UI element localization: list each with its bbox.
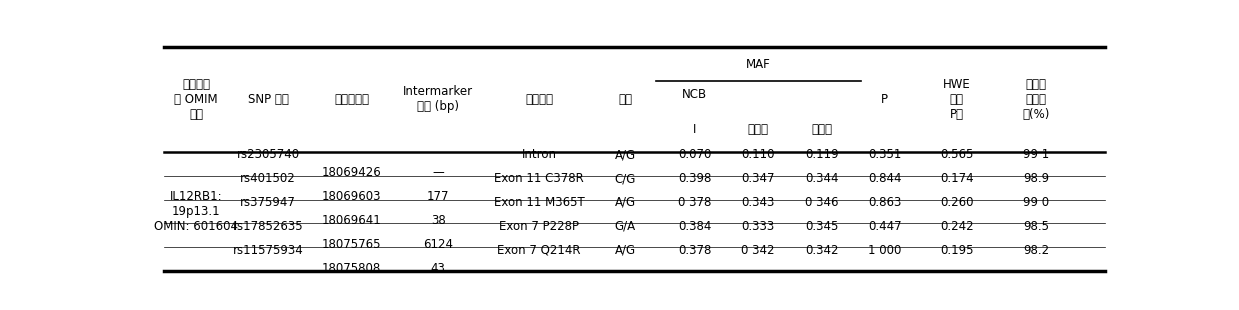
Text: 基因定位: 基因定位 [525, 93, 553, 106]
Text: 0.565: 0.565 [940, 148, 974, 161]
Text: Exon 11 M365T: Exon 11 M365T [493, 196, 585, 209]
Text: 18075808: 18075808 [322, 262, 382, 275]
Text: NCB: NCB [681, 88, 707, 101]
Text: 6124: 6124 [424, 238, 453, 251]
Text: 38: 38 [431, 214, 446, 227]
Text: 对照组: 对照组 [747, 122, 768, 135]
Text: Intron: Intron [522, 148, 556, 161]
Text: A/G: A/G [615, 148, 636, 161]
Text: 突变: 突变 [618, 93, 632, 106]
Text: 98.2: 98.2 [1023, 244, 1049, 257]
Text: IL12RB1:
19p13.1
OMIN: 601604: IL12RB1: 19p13.1 OMIN: 601604 [154, 190, 238, 233]
Text: 0.195: 0.195 [940, 244, 974, 257]
Text: A/G: A/G [615, 244, 636, 257]
Text: 0.119: 0.119 [805, 148, 839, 161]
Text: 0.242: 0.242 [940, 220, 974, 233]
Text: 99 1: 99 1 [1023, 148, 1049, 161]
Text: 99 0: 99 0 [1023, 196, 1049, 209]
Text: 0.174: 0.174 [940, 172, 974, 185]
Text: rs401502: rs401502 [240, 172, 296, 185]
Text: 0 346: 0 346 [805, 196, 839, 209]
Text: Exon 11 C378R: Exon 11 C378R [494, 172, 584, 185]
Text: 0.378: 0.378 [678, 244, 711, 257]
Text: 98.5: 98.5 [1023, 220, 1049, 233]
Text: 43: 43 [431, 262, 446, 275]
Text: 1 000: 1 000 [869, 244, 901, 257]
Text: 0.384: 0.384 [678, 220, 711, 233]
Text: Exon 7 P228P: Exon 7 P228P [499, 220, 579, 233]
Text: C/G: C/G [615, 172, 636, 185]
Text: 0.333: 0.333 [741, 220, 774, 233]
Text: rs11575934: rs11575934 [233, 244, 304, 257]
Text: MAF: MAF [746, 58, 771, 71]
Text: 基因型
分型比
率(%): 基因型 分型比 率(%) [1022, 78, 1049, 121]
Text: rs375947: rs375947 [240, 196, 296, 209]
Text: 0.344: 0.344 [805, 172, 839, 185]
Text: 染色体位置: 染色体位置 [335, 93, 369, 106]
Text: HWE
检验
P值: HWE 检验 P值 [943, 78, 970, 121]
Text: 0.345: 0.345 [805, 220, 839, 233]
Text: Exon 7 Q214R: Exon 7 Q214R [497, 244, 581, 257]
Text: 18075765: 18075765 [322, 238, 382, 251]
Text: Intermarker
距离 (bp): Intermarker 距离 (bp) [403, 85, 473, 113]
Text: G/A: G/A [615, 220, 636, 233]
Text: —: — [432, 166, 444, 179]
Text: I: I [693, 122, 696, 135]
Text: 18069603: 18069603 [322, 190, 382, 203]
Text: 结核组: 结核组 [812, 122, 833, 135]
Text: A/G: A/G [615, 196, 636, 209]
Text: 0.260: 0.260 [940, 196, 974, 209]
Text: 0.844: 0.844 [867, 172, 902, 185]
Text: 基因位置
及 OMIM
编号: 基因位置 及 OMIM 编号 [175, 78, 218, 121]
Text: 0.110: 0.110 [741, 148, 774, 161]
Text: 0.342: 0.342 [805, 244, 839, 257]
Text: SNP 编号: SNP 编号 [248, 93, 289, 106]
Text: P: P [881, 93, 888, 106]
Text: 0.447: 0.447 [867, 220, 902, 233]
Text: 18069641: 18069641 [322, 214, 382, 227]
Text: 18069426: 18069426 [322, 166, 382, 179]
Text: 0.070: 0.070 [678, 148, 711, 161]
Text: 0.343: 0.343 [741, 196, 774, 209]
Text: 98.9: 98.9 [1023, 172, 1049, 185]
Text: 0.351: 0.351 [869, 148, 901, 161]
Text: rs17852635: rs17852635 [233, 220, 304, 233]
Text: 0.398: 0.398 [678, 172, 711, 185]
Text: 0.863: 0.863 [869, 196, 901, 209]
Text: 0 378: 0 378 [678, 196, 711, 209]
Text: 0 342: 0 342 [741, 244, 774, 257]
Text: 0.347: 0.347 [741, 172, 774, 185]
Text: rs2305740: rs2305740 [237, 148, 300, 161]
Text: 177: 177 [427, 190, 450, 203]
